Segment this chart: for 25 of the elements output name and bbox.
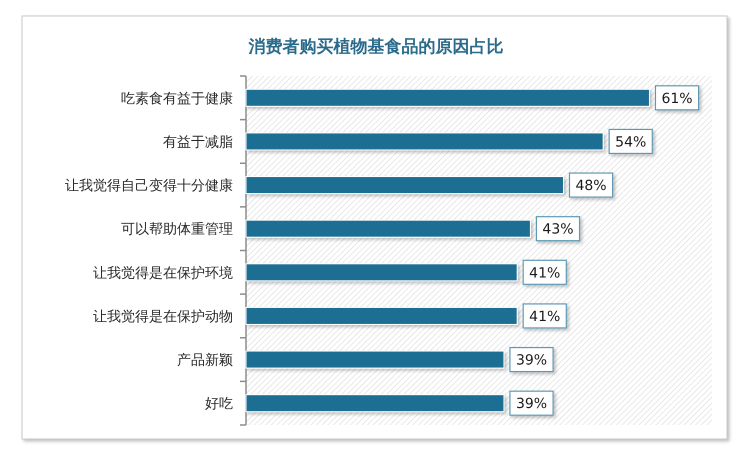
data-label: 43% <box>542 222 574 238</box>
category-label: 有益于减脂 <box>163 134 233 150</box>
category-label: 可以帮助体重管理 <box>121 222 233 238</box>
category-label: 让我觉得自己变得十分健康 <box>65 178 233 194</box>
title: 消费者购买植物基食品的原因占比 <box>248 37 504 57</box>
data-label: 39% <box>509 346 554 372</box>
data-label: 41% <box>522 303 567 329</box>
category-label: 产品新颖 <box>177 352 233 369</box>
data-label: 41% <box>529 308 560 325</box>
category-label: 吃素食有益于健康 <box>121 90 233 107</box>
data-label: 39% <box>516 396 548 412</box>
data-label: 41% <box>522 260 567 285</box>
data-label: 48% <box>575 178 607 194</box>
data-label: 41% <box>529 265 560 282</box>
data-label: 61% <box>661 90 693 107</box>
data-label: 43% <box>536 216 580 242</box>
category-label: 好吃 <box>205 396 233 412</box>
data-label: 54% <box>608 128 653 154</box>
data-label: 39% <box>516 352 548 369</box>
category-label: 让我觉得是在保护环境 <box>93 265 233 282</box>
data-label: 48% <box>568 172 614 198</box>
data-label: 61% <box>654 85 700 110</box>
category-label: 让我觉得是在保护动物 <box>93 308 233 325</box>
data-label: 39% <box>509 390 554 416</box>
data-label: 54% <box>615 134 646 150</box>
